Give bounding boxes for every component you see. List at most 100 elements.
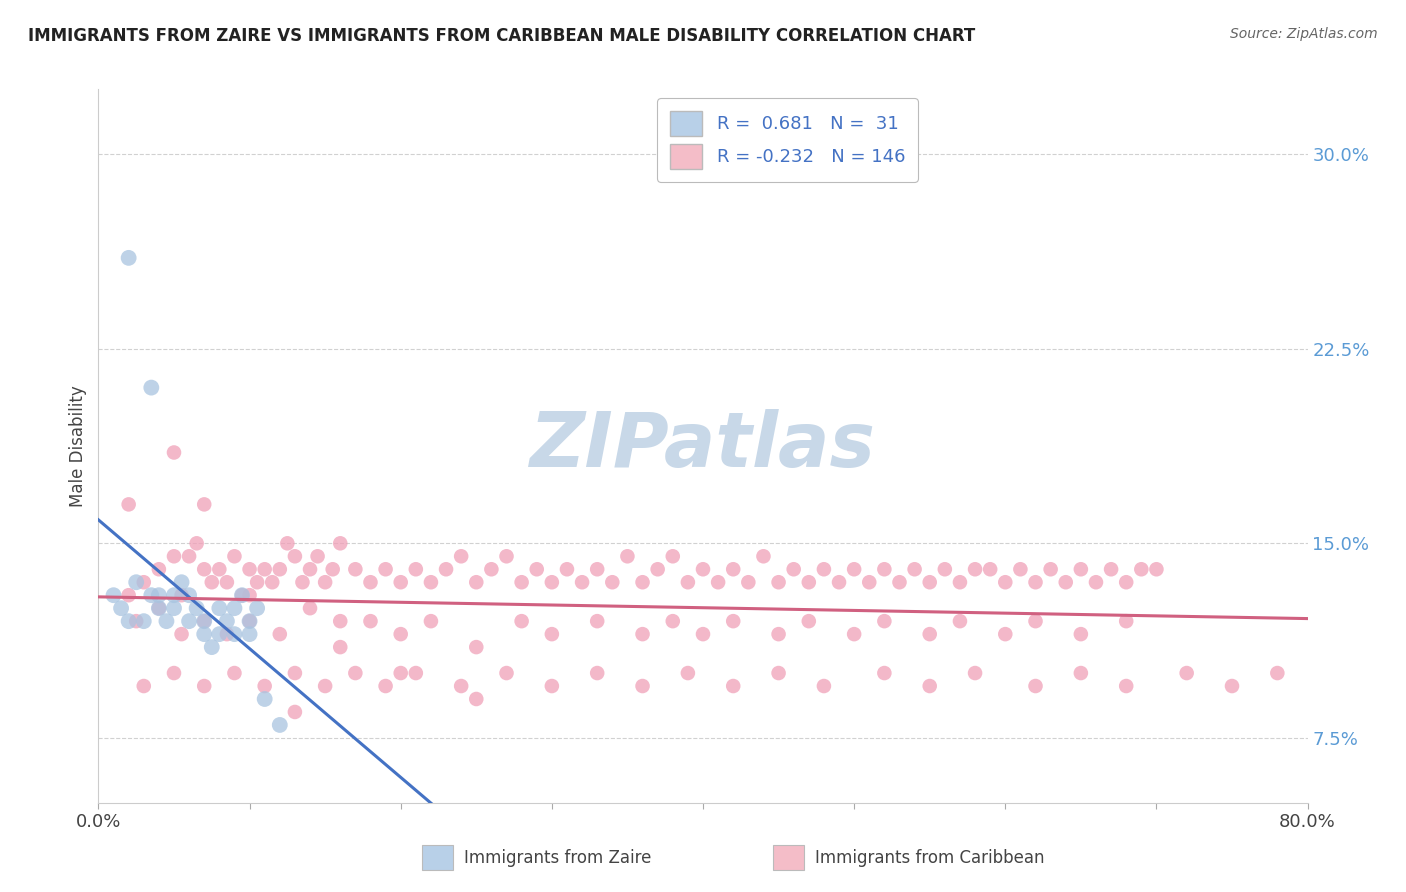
Point [163,549,186,564]
Point [676,575,699,590]
Point [1010,562,1032,576]
Point [276,536,298,550]
Point [118,614,141,628]
Point [434,562,457,576]
Point [1115,575,1137,590]
Point [1070,627,1092,641]
Point [132,614,155,628]
Point [132,575,155,590]
Point [949,614,972,628]
Point [526,562,548,576]
Point [284,705,307,719]
Point [465,640,488,654]
Point [208,601,231,615]
Point [360,575,382,590]
Point [215,575,238,590]
Point [661,549,683,564]
Point [246,601,269,615]
Point [495,666,517,681]
Point [239,614,262,628]
Point [510,575,533,590]
Point [631,679,654,693]
Point [1054,575,1077,590]
Point [540,679,562,693]
Point [186,601,208,615]
Point [193,562,215,576]
Point [797,575,820,590]
Point [918,679,941,693]
Point [797,614,820,628]
Point [949,575,972,590]
Point [540,575,562,590]
Point [148,601,170,615]
Point [314,575,336,590]
Point [186,536,208,550]
Point [110,601,132,615]
Text: Source: ZipAtlas.com: Source: ZipAtlas.com [1230,27,1378,41]
Point [155,614,177,628]
Point [783,562,806,576]
Point [329,536,352,550]
Point [215,614,238,628]
Point [510,614,533,628]
Point [224,627,246,641]
Point [299,562,322,576]
Point [1024,575,1046,590]
Point [125,614,148,628]
Point [616,549,638,564]
Point [1146,562,1168,576]
Point [631,627,654,641]
Point [269,562,291,576]
Point [170,588,193,602]
Point [1085,575,1108,590]
Point [231,588,253,602]
Point [1220,679,1243,693]
Point [481,562,503,576]
Point [979,562,1001,576]
Point [284,549,307,564]
Point [389,666,412,681]
Point [125,575,148,590]
Point [1070,562,1092,576]
Point [676,666,699,681]
Point [586,666,609,681]
Point [239,562,262,576]
Point [768,627,790,641]
Point [179,614,201,628]
Point [752,549,775,564]
Point [148,588,170,602]
Point [586,562,609,576]
Point [314,679,336,693]
Point [322,562,344,576]
Point [994,627,1017,641]
Point [631,575,654,590]
Point [858,575,880,590]
Point [737,575,759,590]
Point [647,562,669,576]
Point [224,601,246,615]
Point [1099,562,1122,576]
Point [571,575,593,590]
Point [179,588,201,602]
Point [253,692,276,706]
Point [723,562,745,576]
Point [299,601,322,615]
Point [844,562,866,576]
Point [103,588,125,602]
Point [208,627,231,641]
Point [193,679,215,693]
Point [692,627,714,641]
Point [148,562,170,576]
Point [707,575,730,590]
Point [994,575,1017,590]
Point [344,562,367,576]
Point [965,562,987,576]
Point [405,666,427,681]
Point [873,614,896,628]
Point [813,679,835,693]
Point [224,549,246,564]
Point [844,627,866,641]
Point [208,562,231,576]
Point [918,627,941,641]
Point [253,562,276,576]
